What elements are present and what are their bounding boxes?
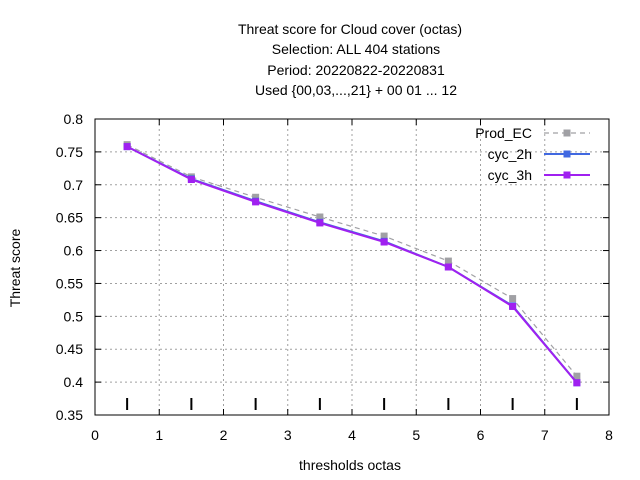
chart-title: Threat score for Cloud cover (octas) Sel…: [238, 21, 462, 98]
data-point: [509, 295, 517, 303]
data-point: [252, 198, 260, 206]
threshold-bin-markers: [126, 398, 578, 410]
x-axis-ticks: 0 1 2 3 4 5 6 7 8: [91, 119, 613, 443]
x-tick-label: 4: [348, 427, 356, 443]
y-axis-label: Threat score: [7, 228, 23, 307]
series-line-cyc-3h: [126, 145, 578, 384]
series-line-prod-ec: [126, 144, 578, 377]
title-line-4: Used {00,03,...,21} + 00 01 ... 12: [255, 82, 457, 98]
x-tick-label: 0: [91, 427, 99, 443]
y-tick-label: 0.65: [56, 210, 83, 226]
title-line-1: Threat score for Cloud cover (octas): [238, 21, 462, 37]
legend-swatch-marker: [563, 150, 571, 158]
title-line-2: Selection: ALL 404 stations: [272, 41, 440, 57]
y-tick-label: 0.8: [64, 111, 84, 127]
legend-label: Prod_EC: [475, 125, 532, 141]
series-lines: [123, 141, 581, 387]
data-point: [123, 143, 131, 151]
x-axis-label: thresholds octas: [299, 457, 401, 473]
x-tick-label: 2: [220, 427, 228, 443]
y-tick-label: 0.7: [64, 177, 84, 193]
grid: [95, 119, 609, 415]
data-point: [252, 193, 260, 201]
data-point: [187, 176, 195, 184]
x-tick-label: 7: [541, 427, 549, 443]
legend-swatch-marker: [563, 129, 571, 137]
y-axis-ticks: 0.35 0.4 0.45 0.5 0.55 0.6 0.65 0.7 0.75 0.8: [56, 111, 609, 423]
y-tick-label: 0.45: [56, 341, 83, 357]
x-tick-label: 6: [477, 427, 485, 443]
legend-label: cyc_2h: [488, 146, 532, 162]
y-tick-label: 0.6: [64, 243, 84, 259]
plot-frame: [94, 118, 610, 416]
data-point: [316, 219, 324, 227]
y-tick-label: 0.5: [64, 308, 84, 324]
legend: Prod_EC cyc_2h cyc_3h: [475, 125, 590, 183]
x-tick-label: 1: [155, 427, 163, 443]
y-tick-label: 0.4: [64, 374, 84, 390]
data-point: [573, 379, 581, 387]
legend-label: cyc_3h: [488, 167, 532, 183]
x-tick-label: 8: [605, 427, 613, 443]
y-tick-label: 0.35: [56, 407, 83, 423]
x-tick-label: 5: [412, 427, 420, 443]
x-tick-label: 3: [284, 427, 292, 443]
y-tick-label: 0.55: [56, 275, 83, 291]
title-line-3: Period: 20220822-20220831: [267, 62, 445, 78]
y-tick-label: 0.75: [56, 144, 83, 160]
data-point: [444, 263, 452, 271]
data-point: [573, 372, 581, 380]
data-point: [444, 257, 452, 265]
data-point: [380, 238, 388, 246]
data-point: [380, 232, 388, 240]
legend-swatch-marker: [563, 171, 571, 179]
data-point: [509, 302, 517, 310]
data-point: [316, 213, 324, 221]
